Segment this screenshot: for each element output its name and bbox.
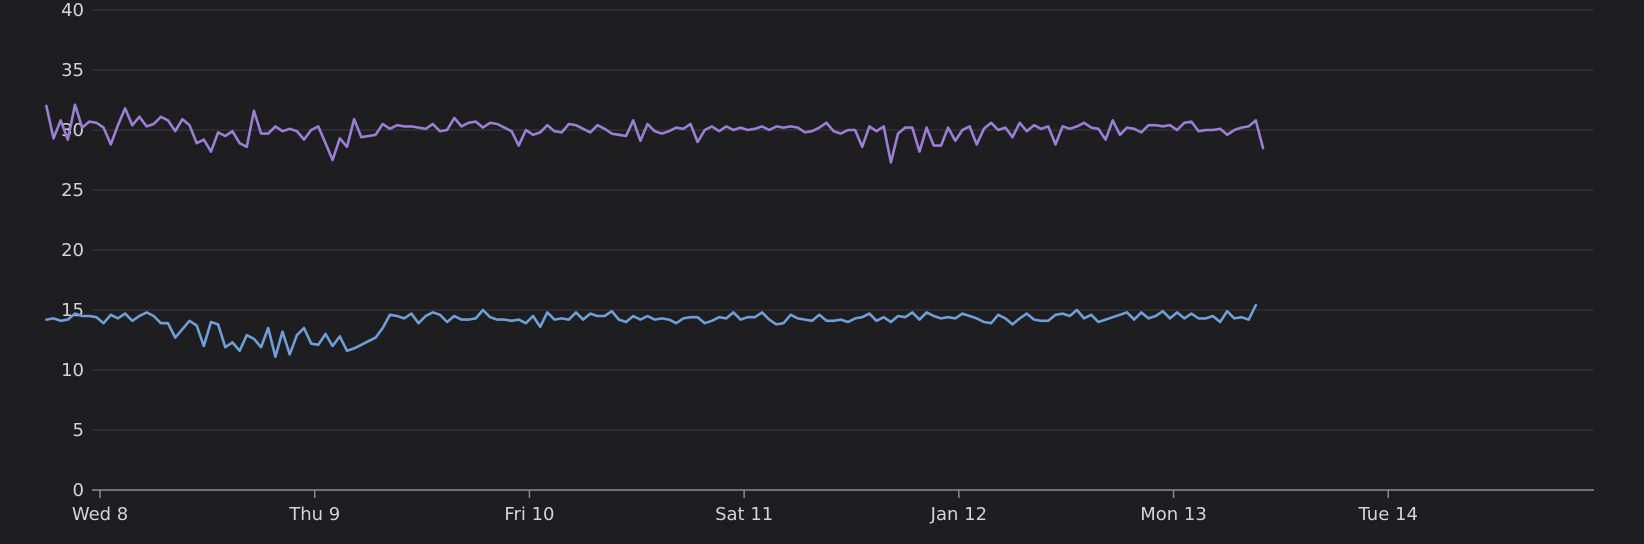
series-line-2 — [45, 303, 1258, 359]
x-axis: Wed 8 Thu 9 Fri 10 Sat 11 Jan 12 Mon 13 Tue 14 — [72, 489, 1594, 525]
y-tick-label: 35 — [61, 60, 84, 81]
x-tick-label: Fri 10 — [504, 504, 554, 525]
y-tick-label: 20 — [61, 240, 84, 261]
y-tick-label: 25 — [61, 180, 84, 201]
y-tick-label: 40 — [61, 0, 84, 21]
series-group — [45, 103, 1265, 359]
x-tick-label: Thu 9 — [288, 504, 340, 525]
gridlines — [92, 9, 1594, 431]
x-tick-label: Wed 8 — [72, 504, 128, 525]
series-line-1 — [45, 103, 1265, 164]
x-tick-label: Tue 14 — [1358, 504, 1418, 525]
x-tick-label: Mon 13 — [1140, 504, 1207, 525]
x-tick-label: Sat 11 — [715, 504, 773, 525]
x-tick-label: Jan 12 — [930, 504, 987, 525]
y-tick-label: 15 — [61, 300, 84, 321]
y-tick-label: 0 — [73, 480, 84, 501]
y-tick-label: 5 — [73, 420, 84, 441]
y-tick-label: 10 — [61, 360, 84, 381]
